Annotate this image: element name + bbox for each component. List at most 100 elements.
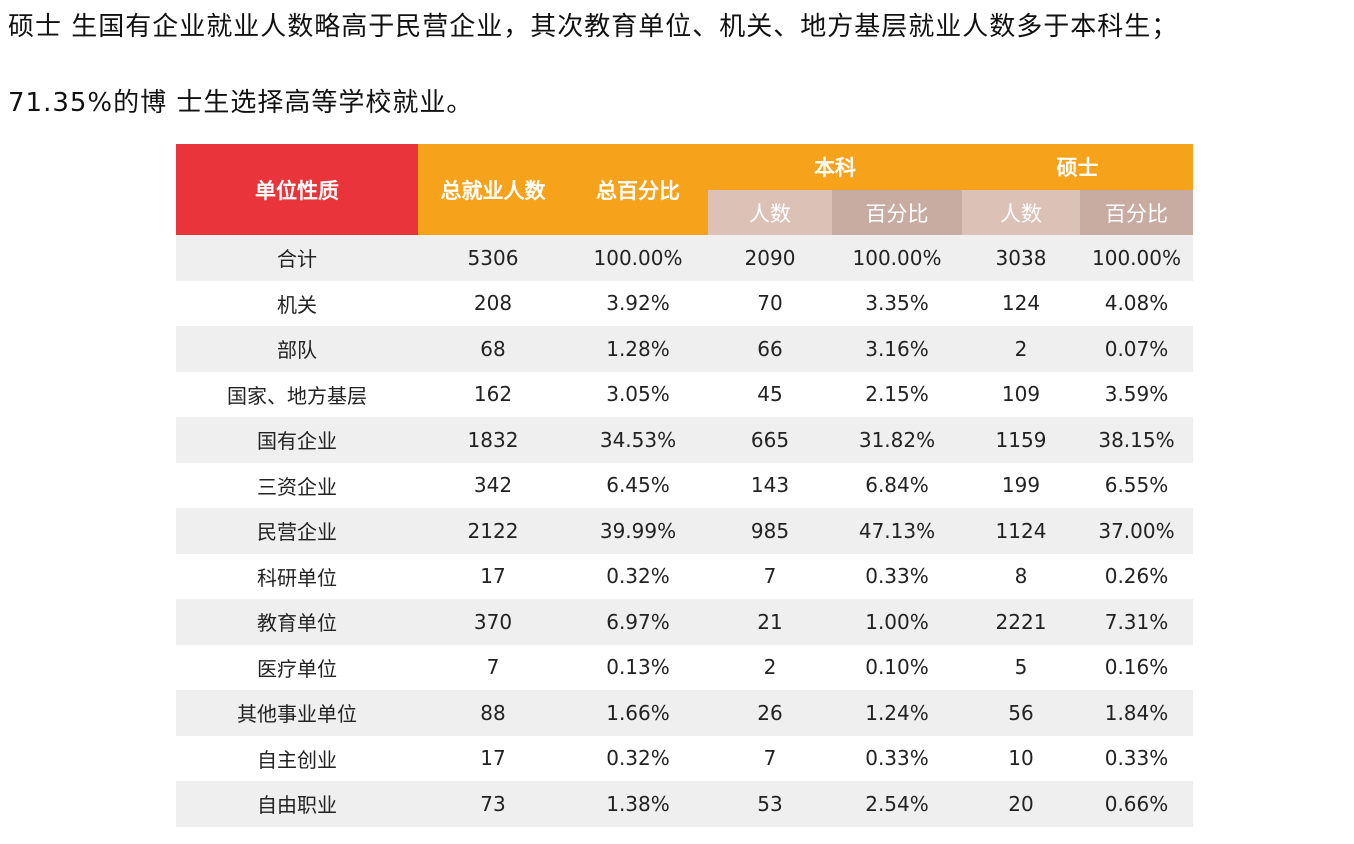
table-cell: 10 xyxy=(1008,746,1034,771)
table-cell: 21 xyxy=(757,609,783,634)
table-cell: 1.66% xyxy=(606,700,670,725)
table-cell: 3.16% xyxy=(865,336,929,361)
table-row xyxy=(176,371,1193,417)
table-cell: 2 xyxy=(1014,336,1028,361)
table-cell: 8 xyxy=(1014,564,1028,589)
table-row xyxy=(176,644,1193,690)
table-row xyxy=(176,599,1193,645)
table-cell: 39.99% xyxy=(599,518,677,543)
table-row xyxy=(176,235,1193,281)
table-cell: 985 xyxy=(750,518,790,543)
table-cell: 1.24% xyxy=(865,700,929,725)
table-cell: 1.00% xyxy=(865,609,929,634)
table-cell: 68 xyxy=(480,336,506,361)
table-cell: 208 xyxy=(473,291,513,316)
table-cell: 3.05% xyxy=(606,382,670,407)
table-row xyxy=(176,326,1193,372)
table-row xyxy=(176,690,1193,736)
table-cell: 100.00% xyxy=(593,245,683,270)
subheader-cell: 百分比 xyxy=(1080,190,1193,235)
paragraph-line: 71.35%的博 士生选择高等学校就业。 xyxy=(8,88,474,118)
table-cell: 37.00% xyxy=(1098,518,1175,543)
table-cell: 机关 xyxy=(277,292,317,317)
header-cell: 总就业人数 xyxy=(418,144,568,235)
table-cell: 199 xyxy=(1001,473,1041,498)
table-cell: 0.07% xyxy=(1104,336,1169,361)
table-cell: 民营企业 xyxy=(257,520,337,545)
header-cell: 总百分比 xyxy=(568,144,708,235)
table-cell: 3.92% xyxy=(606,291,670,316)
table-cell: 0.32% xyxy=(606,564,670,589)
table-cell: 自主创业 xyxy=(257,747,337,772)
table-cell: 1124 xyxy=(995,518,1047,543)
table-cell: 3038 xyxy=(995,245,1047,270)
header-cell: 本科 xyxy=(708,144,962,190)
table-cell: 2.54% xyxy=(865,791,929,816)
table-cell: 4.08% xyxy=(1104,291,1169,316)
table-cell: 0.13% xyxy=(606,655,670,680)
table-cell: 47.13% xyxy=(858,518,936,543)
table-cell: 0.33% xyxy=(865,746,929,771)
table-row xyxy=(176,508,1193,554)
table-cell: 0.33% xyxy=(865,564,929,589)
subheader-cell: 百分比 xyxy=(832,190,962,235)
table-cell: 370 xyxy=(473,609,513,634)
table-cell: 合计 xyxy=(277,247,317,272)
subheader-cell: 人数 xyxy=(962,190,1080,235)
table-cell: 5306 xyxy=(467,245,519,270)
table-cell: 100.00% xyxy=(1092,245,1181,270)
table-cell: 143 xyxy=(750,473,790,498)
table-cell: 73 xyxy=(480,791,506,816)
table-row xyxy=(176,781,1193,827)
table-cell: 6.97% xyxy=(606,609,670,634)
table-cell: 53 xyxy=(757,791,783,816)
table-cell: 教育单位 xyxy=(257,611,337,636)
table-cell: 科研单位 xyxy=(257,565,337,590)
table-cell: 其他事业单位 xyxy=(237,702,357,727)
table-cell: 0.26% xyxy=(1104,564,1169,589)
table-cell: 20 xyxy=(1008,791,1034,816)
table-cell: 部队 xyxy=(277,338,317,363)
table-cell: 0.32% xyxy=(606,746,670,771)
table-cell: 0.33% xyxy=(1104,746,1169,771)
table-cell: 6.45% xyxy=(606,473,670,498)
table-cell: 国家、地方基层 xyxy=(227,383,367,408)
table-cell: 70 xyxy=(757,291,783,316)
table-cell: 88 xyxy=(480,700,506,725)
table-cell: 6.55% xyxy=(1104,473,1169,498)
table-cell: 0.66% xyxy=(1104,791,1169,816)
table-cell: 26 xyxy=(757,700,783,725)
table-cell: 医疗单位 xyxy=(257,656,337,681)
table-cell: 三资企业 xyxy=(257,474,337,499)
table-cell: 109 xyxy=(1001,382,1041,407)
table-cell: 124 xyxy=(1001,291,1041,316)
table-cell: 665 xyxy=(750,427,790,452)
table-cell: 342 xyxy=(473,473,513,498)
table-cell: 38.15% xyxy=(1098,427,1175,452)
table-cell: 2122 xyxy=(467,518,519,543)
header-cell: 单位性质 xyxy=(176,144,418,235)
table-cell: 1159 xyxy=(995,427,1047,452)
table-cell: 56 xyxy=(1008,700,1034,725)
table-cell: 1.28% xyxy=(606,336,670,361)
table-cell: 7 xyxy=(486,655,500,680)
table-cell: 45 xyxy=(757,382,783,407)
table-cell: 0.10% xyxy=(865,655,929,680)
table-cell: 6.84% xyxy=(865,473,929,498)
table-cell: 1.84% xyxy=(1104,700,1169,725)
table-cell: 162 xyxy=(473,382,513,407)
table-cell: 7 xyxy=(763,746,777,771)
table-cell: 2090 xyxy=(744,245,796,270)
table-cell: 100.00% xyxy=(852,245,942,270)
table-cell: 7.31% xyxy=(1104,609,1169,634)
table-cell: 2.15% xyxy=(865,382,929,407)
table-cell: 66 xyxy=(757,336,783,361)
table-cell: 17 xyxy=(480,746,506,771)
paragraph-line: 硕士 生国有企业就业人数略高于民营企业，其次教育单位、机关、地方基层就业人数多于… xyxy=(8,12,1179,42)
table-cell: 0.16% xyxy=(1104,655,1169,680)
table-row xyxy=(176,735,1193,781)
table-cell: 7 xyxy=(763,564,777,589)
subheader-cell: 人数 xyxy=(708,190,832,235)
table-row xyxy=(176,280,1193,326)
